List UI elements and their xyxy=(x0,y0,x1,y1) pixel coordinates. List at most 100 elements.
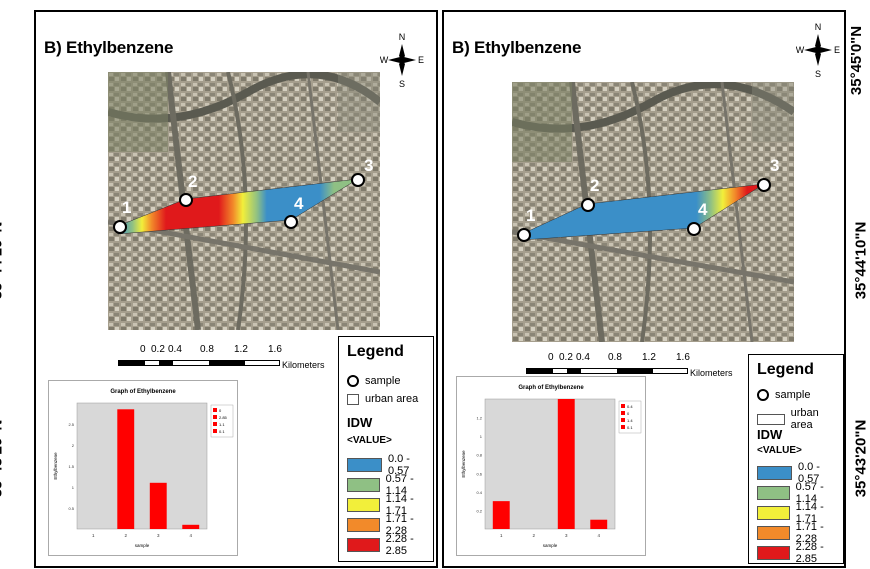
x-tick-label: 4 xyxy=(597,533,600,538)
legend-class: 1.71 - 2.28 xyxy=(757,521,843,545)
legend-value: <VALUE> xyxy=(757,445,802,456)
scale-tick: 1.6 xyxy=(268,344,282,355)
x-tick-label: 3 xyxy=(565,533,568,538)
scale-tick: 1.2 xyxy=(642,352,656,363)
chart-legend-swatch xyxy=(621,418,625,422)
color-swatch xyxy=(757,466,792,480)
chart-legend-label: 0.1 xyxy=(627,425,633,430)
y-tick-label: 0.4 xyxy=(476,490,482,495)
sample-point xyxy=(581,198,595,212)
compass-n: N xyxy=(399,32,406,42)
latitude-label-bottom-left: 35°43'20"N xyxy=(0,419,6,498)
y-axis-label: Ethylbenzene xyxy=(461,450,466,478)
bar xyxy=(149,482,167,529)
y-tick-label: 1.2 xyxy=(476,416,482,421)
legend-idw: IDW xyxy=(757,427,783,442)
legend-sample: sample xyxy=(757,389,810,401)
sample-point xyxy=(179,193,193,207)
y-tick-label: 2 xyxy=(72,443,75,448)
x-tick-label: 3 xyxy=(157,533,160,538)
panel-title: B) Ethylbenzene xyxy=(452,38,582,57)
latitude-label-top-right: 35°45'0"N xyxy=(848,25,866,96)
satellite-map: 1 2 3 4 xyxy=(512,82,794,342)
sample-point xyxy=(757,178,771,192)
sample-icon xyxy=(757,389,769,401)
chart-legend-label: 1.1 xyxy=(219,422,225,427)
sample-label: 1 xyxy=(526,206,536,225)
y-axis-label: Ethylbenzene xyxy=(53,452,58,480)
sample-point xyxy=(517,228,531,242)
sample-label: 3 xyxy=(364,156,374,175)
color-swatch xyxy=(757,486,790,500)
chart-legend-swatch xyxy=(213,429,217,433)
scale-tick: 0.2 xyxy=(151,344,165,355)
x-tick-label: 2 xyxy=(124,533,127,538)
bar-chart-svg: Graph of Ethylbenzene 0.5 1 1.5 2 2.5 1 2 3 4 samp… xyxy=(49,381,237,555)
x-tick-label: 1 xyxy=(92,533,95,538)
color-swatch xyxy=(757,546,790,560)
legend: Legend sample urban area IDW <VALUE> 0.0… xyxy=(338,336,434,562)
latitude-label-mid-right: 35°44'10"N xyxy=(852,221,870,300)
legend-class: 1.14 - 1.71 xyxy=(347,493,433,517)
legend-class: 0.57 - 1.14 xyxy=(347,473,433,497)
legend-class: 0.57 - 1.14 xyxy=(757,481,843,505)
legend-class: 0.0 - 0.57 xyxy=(757,461,843,485)
y-tick-label: 2.5 xyxy=(68,422,74,427)
sample-label: 1 xyxy=(122,198,132,217)
chart-title: Graph of Ethylbenzene xyxy=(110,389,176,395)
bar-chart-svg: Graph of Ethylbenzene 0.2 0.4 0.6 0.8 1 1.2 1 2 3… xyxy=(457,377,645,555)
bar-graph: Graph of Ethylbenzene 0.2 0.4 0.6 0.8 1 1.2 1 2 3… xyxy=(456,376,646,556)
scale-tick: 0 xyxy=(140,344,146,355)
y-tick-label: 0.5 xyxy=(68,506,74,511)
latitude-label-top-left: 35°45'0"N xyxy=(0,26,1,95)
y-tick-label: 0.2 xyxy=(476,508,482,513)
compass-w: W xyxy=(796,45,805,55)
x-axis-label: sample xyxy=(543,543,558,548)
compass-w: W xyxy=(380,55,389,65)
scale-unit: Kilometers xyxy=(690,368,733,378)
chart-legend-label: 0 xyxy=(219,408,222,413)
legend: Legend sample urban area IDW <VALUE> 0.0… xyxy=(748,354,844,565)
sample-label: 2 xyxy=(590,176,600,195)
x-tick-label: 2 xyxy=(532,533,535,538)
chart-legend-swatch xyxy=(213,408,217,412)
compass-e: E xyxy=(834,45,840,55)
legend-urban: urban area xyxy=(347,393,418,405)
chart-legend-swatch xyxy=(213,422,217,426)
legend-class: 1.71 - 2.28 xyxy=(347,513,433,537)
bar xyxy=(590,519,608,529)
chart-legend-swatch xyxy=(621,425,625,429)
bar xyxy=(492,501,510,529)
sample-label: 4 xyxy=(294,194,304,213)
sample-point xyxy=(351,173,365,187)
bar xyxy=(182,524,200,529)
legend-class: 0.0 - 0.57 xyxy=(347,453,433,477)
chart-legend-label: 2.85 xyxy=(219,415,228,420)
color-swatch xyxy=(347,458,382,472)
compass-n: N xyxy=(815,22,822,32)
chart-legend-swatch xyxy=(621,404,625,408)
y-tick-label: 1 xyxy=(480,434,483,439)
y-tick-label: 0.8 xyxy=(476,453,482,458)
chart-legend-label: 1.4 xyxy=(627,418,633,423)
color-swatch xyxy=(757,506,790,520)
chart-legend-swatch xyxy=(621,411,625,415)
compass-e: E xyxy=(418,55,424,65)
bar xyxy=(557,399,575,529)
urban-area-icon xyxy=(757,413,785,425)
map-panel-right: B) Ethylbenzene N S W E xyxy=(442,10,846,568)
compass-s: S xyxy=(399,79,405,89)
urban-area-icon xyxy=(347,393,359,405)
chart-legend-swatch xyxy=(213,415,217,419)
legend-urban: urban area xyxy=(757,407,843,431)
scale-tick: 0.4 xyxy=(168,344,182,355)
legend-class: 2.28 - 2.85 xyxy=(347,533,433,557)
scale-bar: 0 0.2 0.4 0.8 1.2 1.6 Kilometers xyxy=(526,352,746,388)
latitude-label-mid-left: 35°44'10"N xyxy=(0,221,6,300)
scale-bar: 0 0.2 0.4 0.8 1.2 1.6 Kilometers xyxy=(118,344,338,380)
scale-tick: 0.4 xyxy=(576,352,590,363)
x-tick-label: 4 xyxy=(189,533,192,538)
x-axis-label: sample xyxy=(135,543,150,548)
sample-label: 2 xyxy=(188,172,198,191)
legend-class: 1.14 - 1.71 xyxy=(757,501,843,525)
